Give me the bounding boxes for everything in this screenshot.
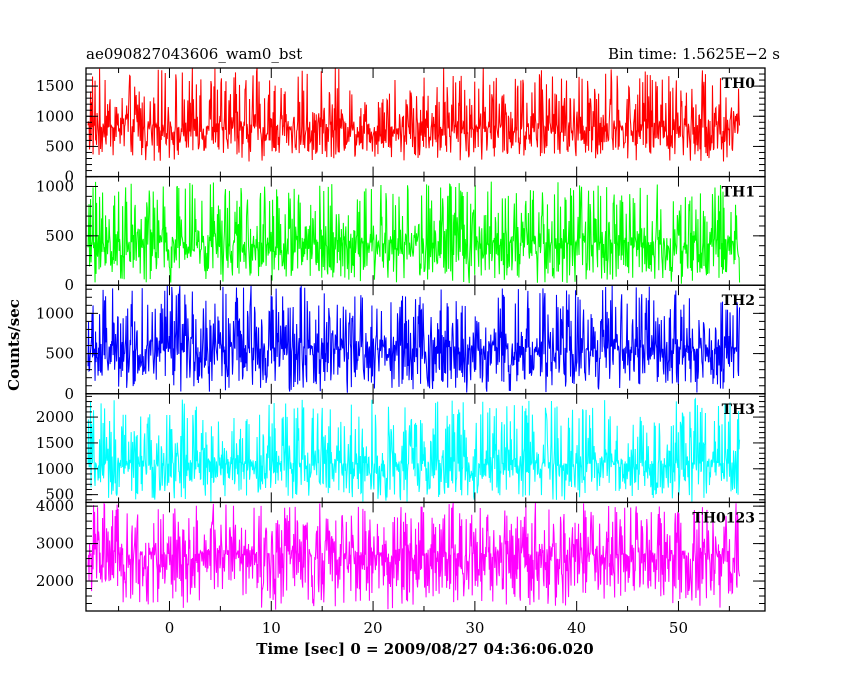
x-axis-label: Time [sec] 0 = 2009/08/27 04:36:06.020: [256, 640, 593, 658]
panel-th3: 500 1000 1500 2000 TH3: [36, 393, 766, 504]
y-tick-label: 500: [45, 486, 74, 504]
y-tick-label: 1000: [36, 304, 74, 322]
y-tick-label: 2000: [36, 572, 74, 590]
series-line-th0: [87, 68, 741, 162]
panel-th0123: 2000 3000 4000 TH0123: [36, 497, 766, 612]
y-tick-label: 1000: [36, 107, 74, 125]
y-tick-label: 500: [45, 345, 74, 363]
x-tick-label: 40: [567, 619, 586, 637]
y-tick-label: 1000: [36, 460, 74, 478]
panel-label-th2: TH2: [722, 293, 755, 309]
y-tick-label: 0: [64, 168, 74, 186]
panel-label-th0123: TH0123: [692, 510, 755, 526]
panel-label-th3: TH3: [722, 402, 755, 418]
panel-label-th1: TH1: [722, 185, 755, 201]
x-tick-label: 0: [165, 619, 175, 637]
x-axis: 0 10 20 30 40 50: [165, 619, 688, 637]
y-tick-label: 0: [64, 385, 74, 403]
series-line-th1: [87, 181, 741, 284]
chart-title-right: Bin time: 1.5625E−2 s: [608, 45, 780, 63]
y-tick-label: 500: [45, 227, 74, 245]
y-tick-label: 500: [45, 137, 74, 155]
panel-th2: 0 500 1000 TH2: [36, 284, 766, 403]
y-tick-label: 1000: [36, 177, 74, 195]
x-tick-label: 20: [364, 619, 383, 637]
panel-th1: 0 500 1000 TH1: [36, 175, 766, 294]
series-line-th2: [87, 285, 741, 393]
x-tick-label: 10: [262, 619, 281, 637]
x-tick-label: 50: [669, 619, 688, 637]
chart-title-left: ae090827043606_wam0_bst: [86, 45, 302, 63]
panel-th0: 0 500 1000 1500 TH0: [36, 67, 766, 186]
panels-group: 0 500 1000 1500 TH0 0 500 1000 TH1 0 500 1000 TH2 500…: [36, 67, 766, 612]
y-tick-label: 2000: [36, 408, 74, 426]
panel-label-th0: TH0: [722, 76, 756, 92]
series-line-th0123: [87, 502, 741, 610]
y-axis-label: Counts/sec: [5, 299, 23, 391]
y-tick-label: 4000: [36, 497, 74, 515]
y-tick-label: 1500: [36, 434, 74, 452]
panel-frame: [85, 501, 766, 612]
series-line-th3: [87, 397, 741, 502]
x-tick-label: 30: [465, 619, 484, 637]
y-tick-label: 1500: [36, 77, 74, 95]
y-tick-label: 0: [64, 276, 74, 294]
y-tick-label: 3000: [36, 535, 74, 553]
